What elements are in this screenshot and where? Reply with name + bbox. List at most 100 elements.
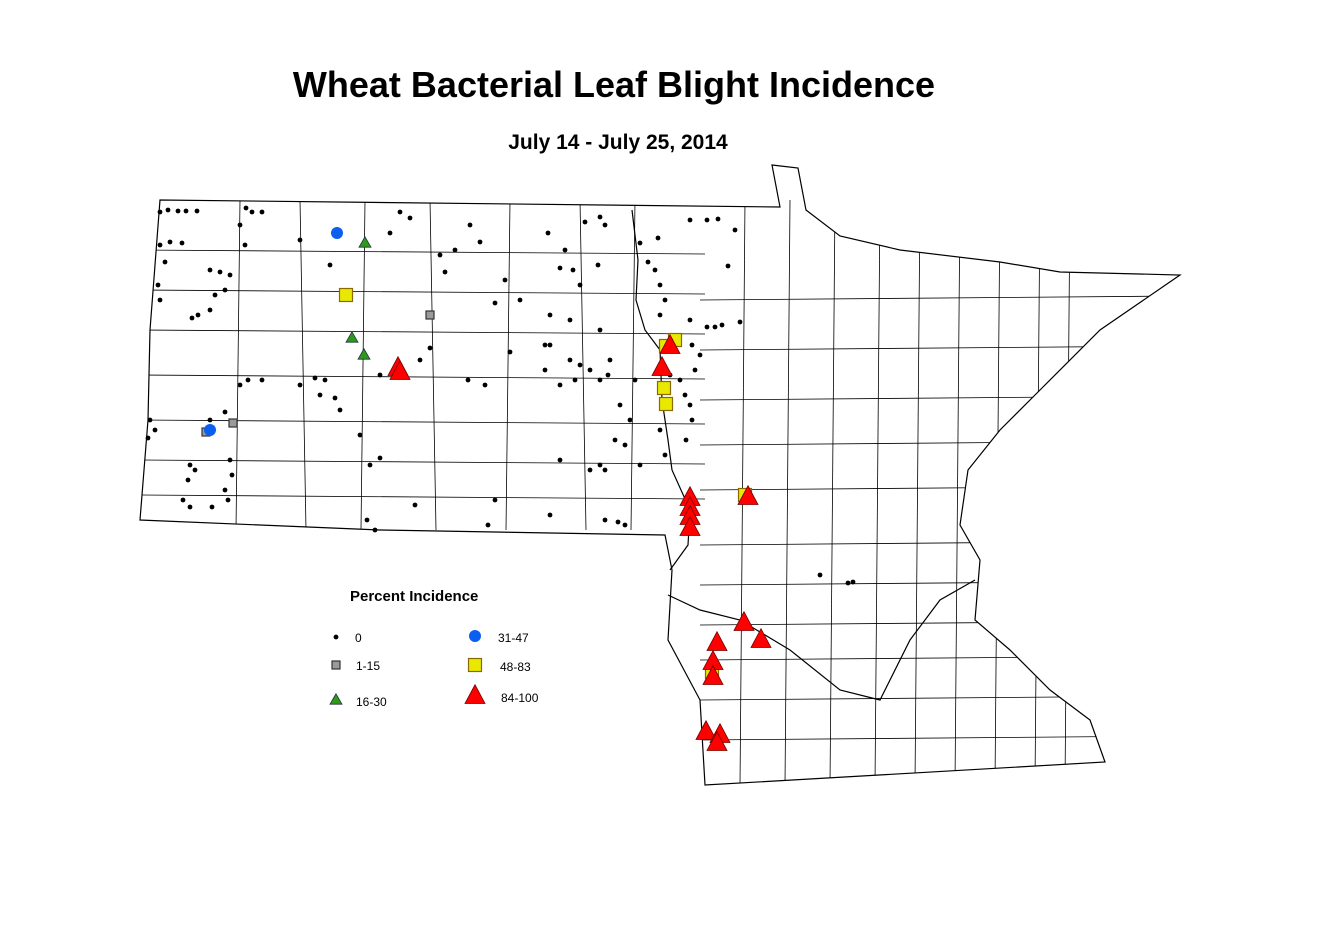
high-incidence-marker [338,287,354,303]
zero-incidence-marker [222,287,228,293]
zero-incidence-marker [207,417,213,423]
zero-incidence-marker [180,497,186,503]
zero-incidence-marker [595,262,601,268]
zero-incidence-marker [737,319,743,325]
legend-low-incidence-symbol [331,660,341,670]
zero-incidence-marker [687,217,693,223]
county-line [914,199,921,785]
zero-incidence-marker [677,377,683,383]
legend-label-0: 0 [355,631,362,645]
county-line [954,199,961,785]
zero-incidence-marker [162,259,168,265]
legend-severe-incidence-symbol [464,683,486,704]
zero-incidence-marker [715,216,721,222]
zero-incidence-marker [605,372,611,378]
zero-incidence-marker [655,235,661,241]
zero-incidence-marker [165,207,171,213]
markers [145,205,856,751]
zero-incidence-marker [485,522,491,528]
zero-incidence-marker [189,315,195,321]
county-line [140,419,706,425]
zero-incidence-marker [697,352,703,358]
zero-incidence-marker [597,377,603,383]
legend-title: Percent Incidence [350,588,479,605]
zero-incidence-marker [689,342,695,348]
zero-incidence-marker [719,322,725,328]
severe-incidence-marker [659,333,681,354]
zero-incidence-marker [465,377,471,383]
severe-incidence-marker [389,359,411,380]
low-incidence-marker [228,418,238,428]
zero-incidence-marker [417,357,423,363]
zero-incidence-marker [845,580,851,586]
severe-incidence-marker [733,610,755,631]
county-line [874,199,881,785]
zero-incidence-marker [245,377,251,383]
county-line [699,580,1180,586]
zero-incidence-marker [712,324,718,330]
mid-incidence-marker [331,227,343,239]
moderate-incidence-marker [345,330,359,343]
zero-incidence-marker [704,217,710,223]
zero-incidence-marker [225,497,231,503]
zero-incidence-marker [577,282,583,288]
zero-incidence-marker [502,277,508,283]
zero-incidence-marker [607,357,613,363]
zero-incidence-marker [542,342,548,348]
zero-incidence-marker [259,377,265,383]
zero-incidence-marker [407,215,413,221]
zero-incidence-marker [704,324,710,330]
zero-incidence-marker [572,377,578,383]
zero-incidence-marker [545,230,551,236]
zero-incidence-marker [467,222,473,228]
zero-incidence-marker [662,297,668,303]
zero-incidence-marker [243,205,249,211]
zero-incidence-marker [237,222,243,228]
zero-incidence-marker [652,267,658,273]
zero-incidence-marker [637,240,643,246]
zero-incidence-marker [597,327,603,333]
severe-incidence-marker [706,730,728,751]
county-line [140,249,706,255]
zero-incidence-marker [557,265,563,271]
zero-incidence-marker [632,377,638,383]
county-line [699,440,1180,446]
zero-incidence-marker [725,263,731,269]
county-line [140,289,706,295]
zero-incidence-marker [397,209,403,215]
zero-incidence-marker [187,462,193,468]
map-title: Wheat Bacterial Leaf Blight Incidence [292,64,936,105]
zero-incidence-marker [452,247,458,253]
county-line [699,735,1180,741]
legend-label-5: 84-100 [501,691,539,705]
high-incidence-marker [658,396,674,412]
zero-incidence-marker [442,269,448,275]
zero-incidence-marker [147,417,153,423]
zero-incidence-marker [357,432,363,438]
zero-incidence-marker [222,487,228,493]
zero-incidence-marker [327,262,333,268]
zero-incidence-marker [187,504,193,510]
zero-incidence-marker [377,372,383,378]
legend-zero-incidence-symbol [333,634,339,640]
county-line [505,199,511,531]
county-line [699,395,1180,401]
county-line [699,620,1180,626]
severe-incidence-marker [651,355,673,376]
zero-incidence-marker [562,247,568,253]
zero-incidence-marker [212,292,218,298]
zero-incidence-marker [557,457,563,463]
zero-incidence-marker [427,345,433,351]
county-line [699,655,1180,661]
zero-incidence-marker [367,462,373,468]
zero-incidence-marker [229,472,235,478]
zero-incidence-marker [157,242,163,248]
severe-incidence-marker [737,484,759,505]
county-line [579,199,587,531]
zero-incidence-marker [227,457,233,463]
region-outline [139,164,1182,786]
zero-incidence-marker [259,209,265,215]
zero-incidence-marker [615,519,621,525]
zero-incidence-marker [157,297,163,303]
county-line [699,485,1180,491]
